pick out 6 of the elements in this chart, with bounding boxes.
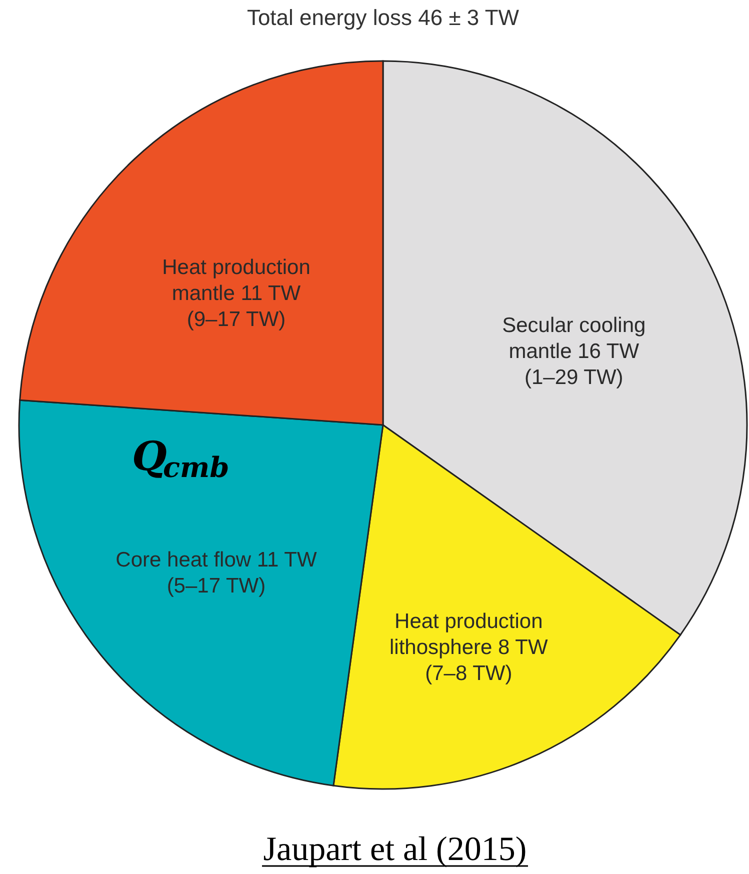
slice-label: Heat production lithosphere 8 TW (7–8 TW) [389, 610, 548, 686]
text: Jaupart et al (2015) [263, 831, 527, 868]
slice-label: Core heat flow 11 TW (5–17 TW) [116, 548, 317, 598]
slice-label: Secular cooling mantle 16 TW (1–29 TW) [502, 314, 646, 390]
slice-label: Heat production mantle 11 TW (9–17 TW) [162, 256, 310, 331]
chart-title: Total energy loss 46 ± 3 TW [246, 5, 520, 30]
